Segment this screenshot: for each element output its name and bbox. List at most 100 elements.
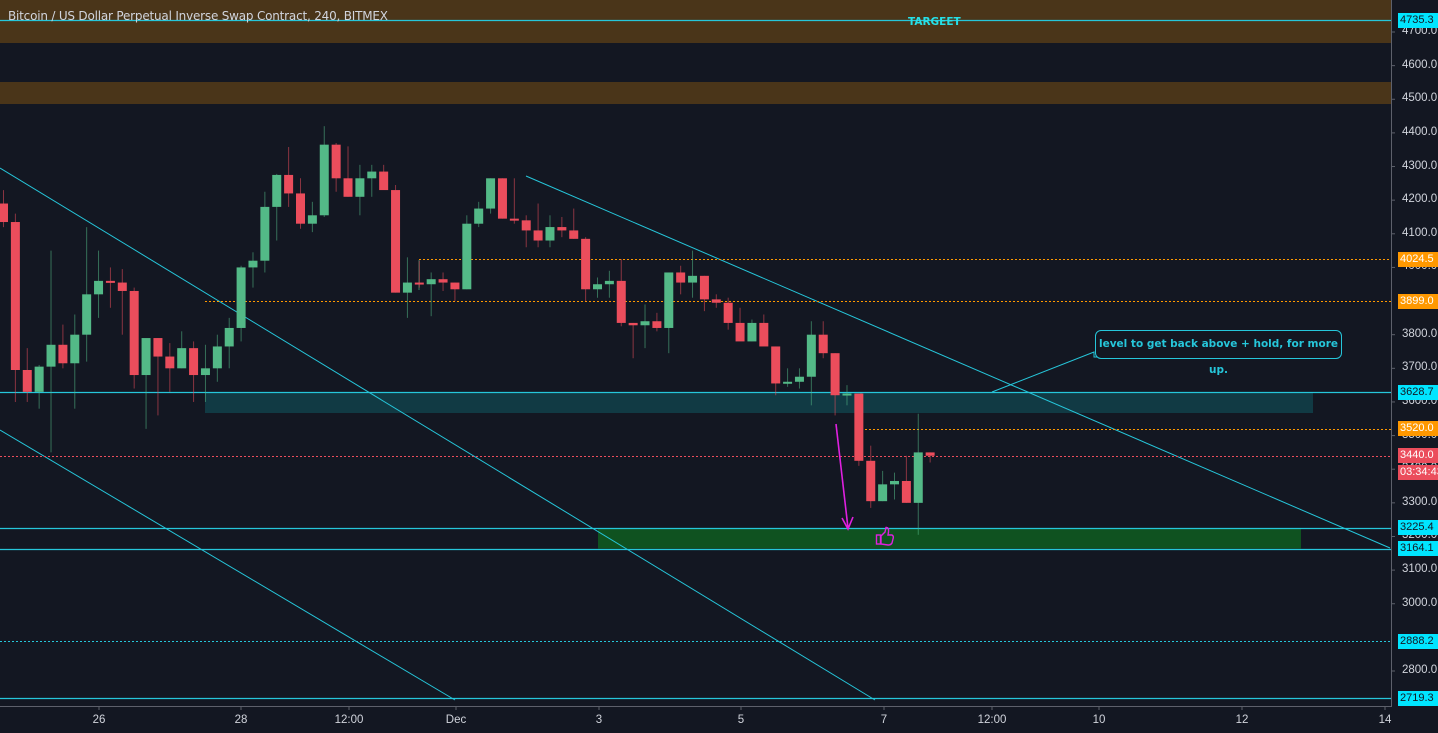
candle[interactable]	[521, 215, 531, 248]
candle[interactable]	[307, 201, 317, 233]
candle[interactable]	[925, 452, 935, 463]
trendline-descending-resistance[interactable]	[525, 175, 1391, 549]
thumbs-up-icon	[875, 526, 895, 546]
candle[interactable]	[711, 294, 721, 308]
candle[interactable]	[379, 164, 389, 191]
candle[interactable]	[462, 215, 472, 290]
candle[interactable]	[640, 304, 650, 349]
time-axis-label: 12	[1235, 714, 1249, 726]
trendline-upper-channel[interactable]	[0, 167, 876, 701]
price-tag-3520.0: 3520.0	[1398, 421, 1438, 437]
candle[interactable]	[652, 312, 662, 332]
candle[interactable]	[319, 126, 329, 217]
candle[interactable]	[497, 178, 507, 219]
candle[interactable]	[224, 317, 234, 369]
price-tag-3899.0: 3899.0	[1398, 293, 1438, 309]
candle[interactable]	[771, 346, 781, 396]
candle[interactable]	[46, 250, 56, 453]
price-axis-label: 3100.0	[1402, 563, 1438, 576]
candle[interactable]	[331, 142, 341, 192]
levels-layer	[0, 19, 1391, 700]
candle[interactable]	[438, 272, 448, 291]
candle[interactable]	[414, 260, 424, 288]
candle[interactable]	[426, 272, 436, 317]
candle[interactable]	[533, 203, 543, 248]
candle[interactable]	[913, 413, 923, 535]
candle[interactable]	[343, 146, 353, 197]
candle[interactable]	[177, 331, 187, 369]
candle[interactable]	[676, 265, 686, 295]
candle[interactable]	[450, 282, 460, 302]
candle[interactable]	[890, 472, 899, 500]
candle[interactable]	[284, 147, 294, 207]
candle[interactable]	[58, 324, 68, 369]
candle[interactable]	[794, 368, 804, 389]
callout-note[interactable]: level to get back above + hold, for more…	[1095, 330, 1342, 376]
resistance-zone[interactable]	[205, 392, 1313, 413]
candle[interactable]	[486, 178, 496, 214]
candle[interactable]	[878, 470, 888, 502]
candle[interactable]	[105, 267, 115, 308]
target-zone-upper[interactable]	[0, 0, 1391, 43]
candle[interactable]	[367, 164, 377, 197]
candle[interactable]	[129, 287, 139, 389]
candle[interactable]	[10, 213, 20, 402]
candle[interactable]	[806, 321, 816, 406]
candle[interactable]	[723, 297, 733, 330]
candle[interactable]	[616, 259, 626, 327]
candle[interactable]	[82, 227, 92, 362]
support-zone[interactable]	[598, 527, 1301, 549]
candle[interactable]	[70, 314, 80, 409]
candle[interactable]	[783, 368, 793, 387]
price-axis-label: 3800.0	[1402, 327, 1438, 340]
candle[interactable]	[153, 338, 163, 416]
target-zone-lower[interactable]	[0, 82, 1391, 104]
candle[interactable]	[141, 338, 151, 429]
trendline-lower-channel[interactable]	[0, 429, 456, 701]
price-axis-label: 4300.0	[1402, 159, 1438, 172]
candle[interactable]	[866, 445, 876, 508]
candle[interactable]	[699, 275, 709, 312]
candle[interactable]	[604, 270, 614, 298]
candle[interactable]	[402, 257, 412, 318]
candle[interactable]	[735, 307, 745, 342]
candle[interactable]	[22, 348, 32, 402]
candle[interactable]	[509, 178, 519, 224]
candle[interactable]	[545, 215, 555, 248]
candle[interactable]	[842, 385, 852, 406]
candle[interactable]	[593, 277, 602, 298]
candle[interactable]	[260, 191, 270, 273]
candle[interactable]	[165, 343, 175, 392]
candle[interactable]	[830, 353, 840, 416]
candle[interactable]	[688, 250, 698, 298]
candle[interactable]	[355, 164, 365, 216]
candles-layer	[0, 126, 935, 535]
candle[interactable]	[248, 252, 258, 288]
down-arrow-icon	[835, 423, 854, 531]
candle[interactable]	[664, 272, 674, 354]
candle[interactable]	[117, 269, 127, 335]
candle[interactable]	[0, 190, 8, 228]
candle[interactable]	[747, 319, 757, 342]
candle[interactable]	[200, 344, 210, 402]
candle[interactable]	[212, 334, 222, 382]
time-axis-label: 26	[92, 714, 106, 726]
candle[interactable]	[391, 185, 401, 293]
candle[interactable]	[474, 201, 484, 228]
candle[interactable]	[34, 364, 44, 409]
candle[interactable]	[628, 322, 638, 359]
candle[interactable]	[759, 314, 769, 347]
candle[interactable]	[581, 237, 591, 302]
candle[interactable]	[854, 393, 864, 466]
candle[interactable]	[569, 208, 579, 239]
candle[interactable]	[296, 178, 305, 229]
candle[interactable]	[557, 216, 567, 238]
candle[interactable]	[94, 250, 104, 318]
candle[interactable]	[189, 341, 199, 402]
candle[interactable]	[901, 455, 911, 503]
candle[interactable]	[818, 321, 828, 359]
candle[interactable]	[272, 173, 282, 241]
target-label[interactable]: TARGEET	[908, 16, 961, 28]
candle[interactable]	[236, 265, 246, 342]
